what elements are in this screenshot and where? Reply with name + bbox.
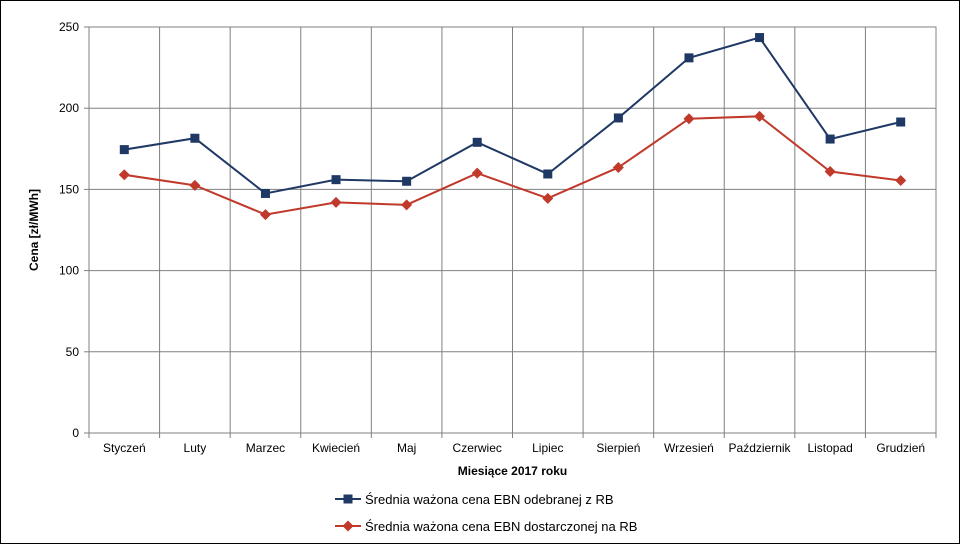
x-tick-label: Październik	[729, 441, 792, 455]
x-axis-title: Miesiące 2017 roku	[458, 464, 567, 478]
gridlines	[89, 26, 936, 434]
data-point-square	[684, 53, 694, 63]
x-tick-label: Wrzesień	[664, 441, 714, 455]
data-point-square	[896, 117, 906, 127]
series-line	[124, 115, 901, 216]
x-tick-label: Listopad	[807, 441, 852, 455]
data-point-square	[402, 176, 412, 186]
series	[119, 33, 906, 198]
x-tick-label: Marzec	[246, 441, 285, 455]
data-point-diamond	[342, 520, 354, 532]
legend-item: Średnia ważona cena EBN odebranej z RB	[335, 492, 614, 507]
x-tick-label: Styczeń	[103, 441, 146, 455]
data-point-square	[343, 494, 353, 504]
data-point-square	[755, 33, 765, 43]
x-tick-label: Sierpień	[596, 441, 640, 455]
data-point-square	[119, 145, 129, 155]
y-axis-title: Cena [zł/MWh]	[27, 189, 41, 271]
y-tick-label: 200	[59, 101, 79, 115]
y-tick-label: 50	[66, 345, 80, 359]
data-point-diamond	[754, 110, 766, 122]
legend-label: Średnia ważona cena EBN dostarczonej na …	[365, 519, 637, 534]
data-point-square	[472, 137, 482, 147]
data-point-diamond	[118, 169, 130, 181]
data-point-diamond	[683, 113, 695, 125]
x-tick-label: Czerwiec	[453, 441, 502, 455]
legend-item: Średnia ważona cena EBN dostarczonej na …	[335, 519, 637, 534]
x-tick-label: Lipiec	[532, 441, 563, 455]
series	[118, 110, 907, 221]
data-point-diamond	[330, 196, 342, 208]
legend-label: Średnia ważona cena EBN odebranej z RB	[365, 492, 614, 507]
x-tick-label: Maj	[397, 441, 416, 455]
x-tick-labels: Styczeń Luty Marzec Kwiecień Maj Czerwiec Lipi…	[88, 433, 937, 455]
y-tick-label: 250	[59, 20, 79, 34]
data-point-square	[543, 169, 553, 179]
data-point-square	[613, 113, 623, 123]
data-point-diamond	[895, 174, 907, 186]
series-group	[118, 33, 907, 221]
data-point-diamond	[542, 192, 554, 204]
data-point-diamond	[612, 161, 624, 173]
legend: Średnia ważona cena EBN odebranej z RB Śr…	[335, 492, 637, 534]
data-point-square	[260, 188, 270, 198]
data-point-diamond	[259, 209, 271, 221]
data-point-square	[331, 175, 341, 185]
x-tick-label: Grudzień	[876, 441, 925, 455]
data-point-diamond	[824, 166, 836, 178]
series-line	[124, 36, 901, 195]
data-point-diamond	[471, 167, 483, 179]
y-tick-label: 100	[59, 264, 79, 278]
x-tick-label: Luty	[184, 441, 207, 455]
data-point-square	[190, 133, 200, 143]
y-tick-labels: 0 50 100 150 200 250	[59, 20, 89, 440]
y-tick-label: 150	[59, 182, 79, 196]
y-tick-label: 0	[72, 426, 79, 440]
data-point-square	[825, 134, 835, 144]
data-point-diamond	[401, 199, 413, 211]
x-tick-label: Kwiecień	[312, 441, 360, 455]
data-point-diamond	[189, 179, 201, 191]
